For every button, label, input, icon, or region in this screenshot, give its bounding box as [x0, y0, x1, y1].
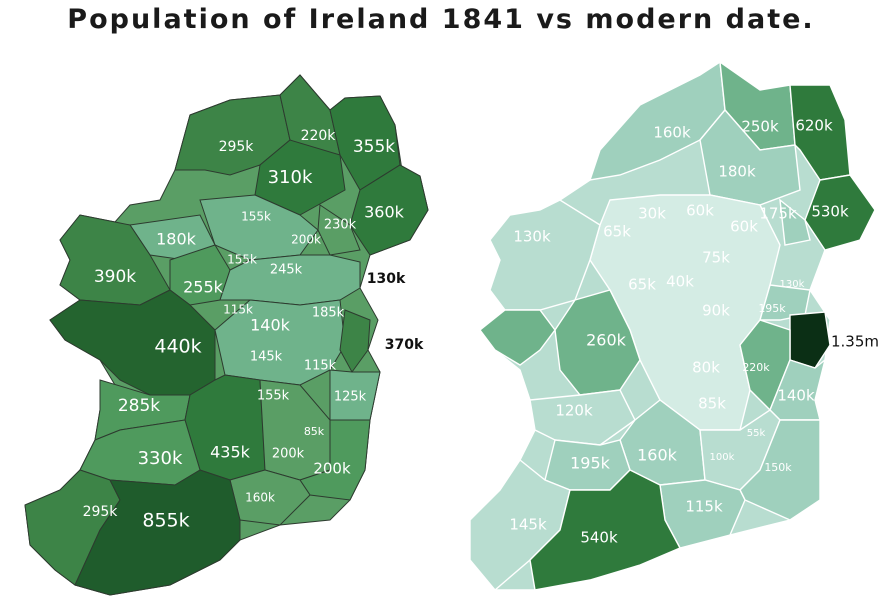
label-modern: 195k: [758, 302, 786, 315]
label-modern: 180k: [718, 163, 756, 181]
label-modern: 90k: [702, 302, 730, 320]
label-1841: 200k: [291, 233, 321, 247]
label-1841: 155k: [241, 210, 271, 224]
label-1841: 180k: [156, 230, 197, 249]
map-1841: [24, 74, 429, 596]
label-1841: 155k: [257, 389, 290, 404]
label-1841: 255k: [183, 278, 224, 297]
label-1841: 435k: [210, 443, 251, 462]
label-1841: 200k: [272, 447, 305, 462]
label-modern: 40k: [666, 273, 694, 291]
label-modern: 130k: [780, 279, 805, 290]
label-modern: 260k: [586, 331, 627, 350]
label-1841: 145k: [250, 350, 283, 365]
map-modern: [469, 60, 876, 591]
label-modern: 1.35m: [831, 333, 879, 351]
label-1841: 130k: [367, 271, 406, 287]
label-modern: 60k: [686, 202, 714, 220]
label-1841: 295k: [219, 139, 255, 155]
label-1841: 285k: [118, 396, 160, 416]
label-1841: 295k: [83, 504, 119, 520]
label-1841: 330k: [138, 448, 183, 469]
label-1841: 310k: [268, 167, 313, 188]
label-1841: 360k: [364, 203, 405, 222]
page-title: Population of Ireland 1841 vs modern dat…: [67, 4, 815, 35]
label-modern: 195k: [570, 454, 611, 473]
label-1841: 85k: [304, 425, 325, 438]
label-1841: 855k: [142, 510, 189, 532]
label-modern: 115k: [685, 498, 723, 516]
label-1841: 115k: [304, 359, 337, 374]
label-modern: 130k: [513, 228, 551, 246]
label-modern: 140k: [777, 387, 815, 405]
label-modern: 65k: [628, 276, 656, 294]
label-1841: 200k: [313, 460, 351, 478]
label-modern: 160k: [637, 446, 678, 465]
label-1841: 140k: [250, 316, 291, 335]
label-modern: 530k: [811, 203, 849, 221]
label-modern: 100k: [710, 452, 735, 463]
label-1841: 230k: [324, 218, 357, 233]
label-modern: 75k: [702, 249, 730, 267]
label-modern: 150k: [764, 461, 792, 474]
label-1841: 390k: [94, 267, 136, 287]
label-modern: 80k: [692, 359, 720, 377]
label-modern: 60k: [730, 218, 758, 236]
label-modern: 85k: [698, 395, 726, 413]
label-modern: 540k: [580, 529, 618, 547]
label-1841: 355k: [353, 137, 395, 157]
label-1841: 125k: [334, 390, 367, 405]
label-1841: 440k: [154, 336, 201, 358]
label-modern: 250k: [741, 118, 779, 136]
label-modern: 65k: [603, 223, 631, 241]
labels-1841: 295k 220k 355k 310k 360k 155k 230k 180k …: [83, 128, 424, 532]
label-1841: 245k: [270, 263, 303, 278]
label-1841: 115k: [223, 303, 253, 317]
label-modern: 220k: [742, 361, 770, 374]
label-modern: 175k: [759, 205, 797, 223]
label-modern: 55k: [747, 428, 766, 439]
label-modern: 160k: [653, 124, 691, 142]
labels-modern: 160k 250k 620k 180k 30k 60k 175k 530k 13…: [509, 117, 879, 547]
label-1841: 160k: [245, 491, 275, 505]
label-1841: 185k: [312, 306, 345, 321]
label-modern: 145k: [509, 516, 547, 534]
label-modern: 120k: [555, 402, 593, 420]
label-modern: 620k: [795, 117, 833, 135]
label-1841: 155k: [227, 253, 257, 267]
label-1841: 220k: [301, 128, 337, 144]
label-1841: 370k: [385, 337, 424, 353]
label-modern: 30k: [638, 205, 666, 223]
